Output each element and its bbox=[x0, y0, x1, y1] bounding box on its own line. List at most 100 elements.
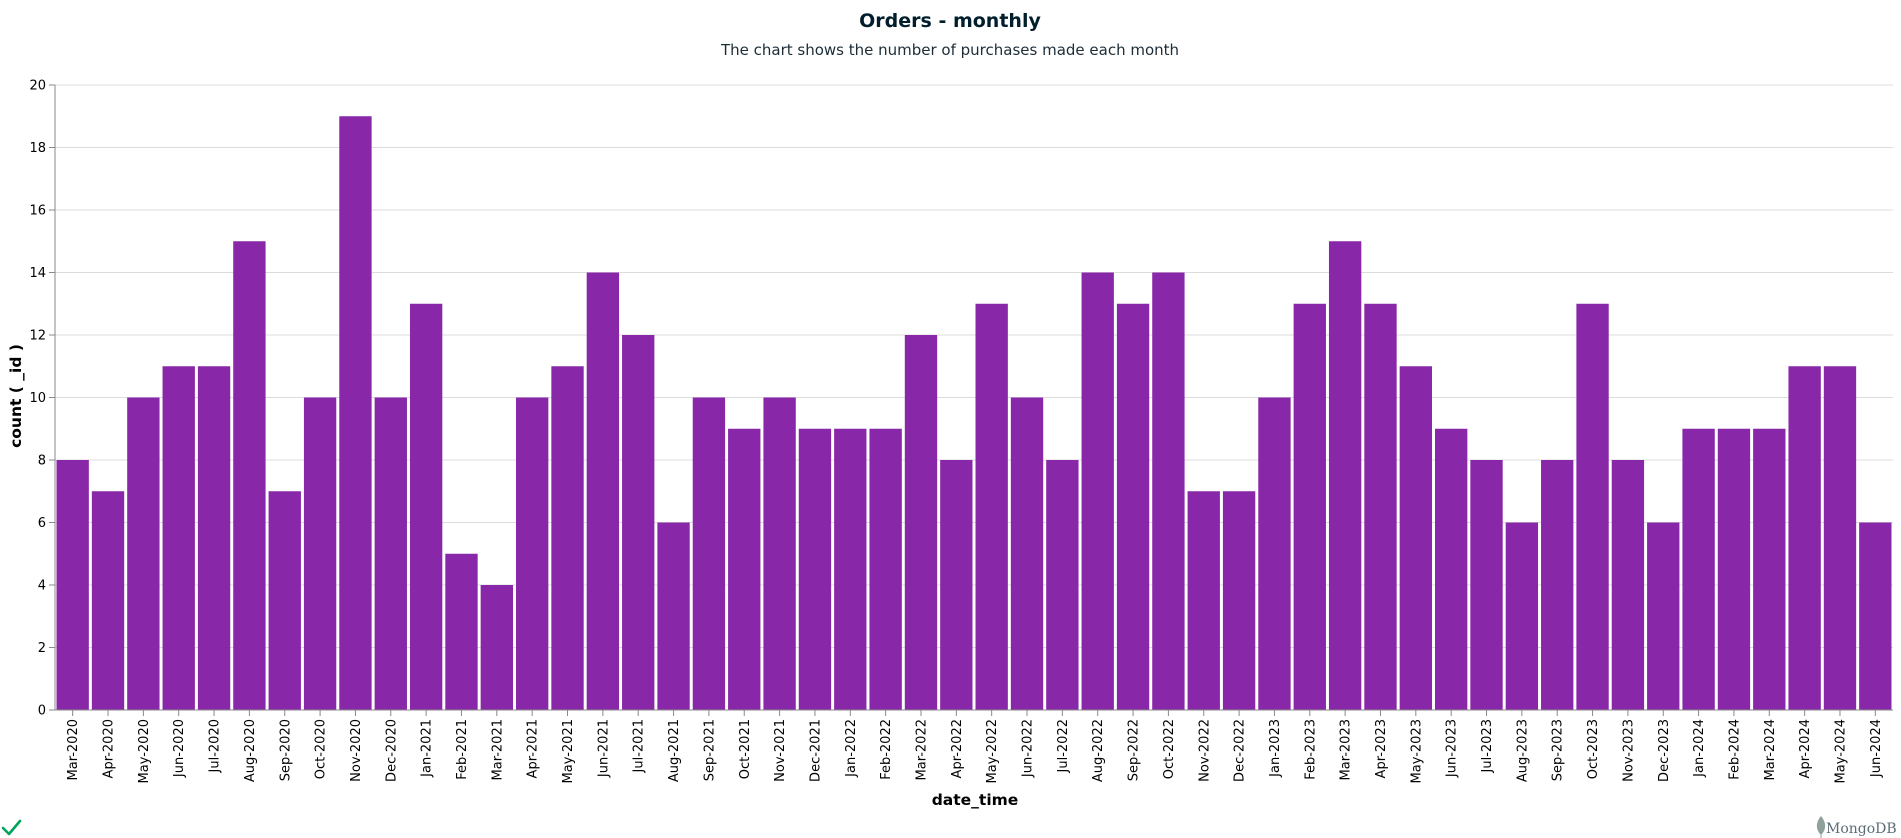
x-tick-label: Apr-2022 bbox=[950, 719, 965, 778]
x-tick-label: Feb-2021 bbox=[455, 719, 470, 780]
y-tick-label: 12 bbox=[29, 329, 46, 344]
x-tick-label: Apr-2021 bbox=[526, 719, 541, 778]
y-tick-label: 20 bbox=[29, 79, 46, 94]
bar-dec-2021[interactable] bbox=[798, 428, 832, 710]
bar-jul-2021[interactable] bbox=[622, 335, 655, 710]
x-tick-label: Jan-2023 bbox=[1268, 719, 1283, 778]
x-tick-label: Apr-2020 bbox=[102, 719, 117, 778]
x-tick-label: Feb-2024 bbox=[1727, 719, 1742, 780]
bar-feb-2022[interactable] bbox=[869, 428, 902, 710]
bar-jan-2022[interactable] bbox=[834, 428, 867, 710]
bar-apr-2020[interactable] bbox=[91, 491, 125, 710]
bar-jul-2020[interactable] bbox=[197, 366, 231, 710]
bar-aug-2022[interactable] bbox=[1081, 272, 1114, 711]
x-tick-label: Mar-2024 bbox=[1763, 719, 1778, 780]
y-tick-label: 14 bbox=[29, 266, 46, 281]
x-tick-label: Dec-2021 bbox=[808, 719, 823, 782]
y-tick-label: 16 bbox=[29, 204, 46, 219]
check-icon bbox=[1, 819, 22, 836]
bar-sep-2023[interactable] bbox=[1541, 460, 1574, 710]
bar-aug-2023[interactable] bbox=[1505, 522, 1539, 711]
x-tick-label: Dec-2020 bbox=[384, 719, 399, 782]
bars bbox=[56, 116, 1892, 711]
bar-may-2021[interactable] bbox=[551, 366, 584, 710]
bar-oct-2022[interactable] bbox=[1152, 272, 1185, 711]
bar-may-2023[interactable] bbox=[1399, 366, 1432, 710]
y-tick-label: 6 bbox=[38, 516, 46, 531]
x-tick-label: Nov-2023 bbox=[1621, 719, 1636, 782]
bar-jan-2024[interactable] bbox=[1682, 428, 1715, 710]
bar-sep-2022[interactable] bbox=[1116, 303, 1150, 710]
bar-feb-2021[interactable] bbox=[445, 553, 478, 710]
x-tick-label: Nov-2021 bbox=[773, 719, 788, 782]
x-tick-label: Mar-2020 bbox=[66, 719, 81, 780]
bar-aug-2020[interactable] bbox=[233, 241, 266, 710]
bar-feb-2023[interactable] bbox=[1293, 303, 1326, 710]
x-tick-label: Sep-2023 bbox=[1551, 719, 1566, 781]
x-tick-label: May-2022 bbox=[985, 719, 1000, 783]
x-tick-label: Sep-2021 bbox=[702, 719, 717, 781]
bar-apr-2024[interactable] bbox=[1788, 366, 1821, 710]
bar-dec-2022[interactable] bbox=[1222, 491, 1256, 710]
x-tick-label: Jun-2022 bbox=[1021, 719, 1036, 778]
x-tick-label: Apr-2023 bbox=[1374, 719, 1389, 778]
x-tick-label: Aug-2020 bbox=[243, 719, 258, 782]
x-tick-label: Dec-2022 bbox=[1233, 719, 1248, 782]
x-tick-label: Jun-2024 bbox=[1869, 719, 1884, 778]
bar-jun-2023[interactable] bbox=[1435, 428, 1468, 710]
bar-apr-2021[interactable] bbox=[516, 397, 549, 711]
x-tick-label: Nov-2022 bbox=[1197, 719, 1212, 782]
bar-jun-2024[interactable] bbox=[1859, 522, 1892, 711]
bar-may-2022[interactable] bbox=[975, 303, 1008, 710]
x-tick-label: Oct-2020 bbox=[314, 719, 329, 779]
x-tick-label: Jul-2022 bbox=[1056, 719, 1071, 773]
bar-mar-2024[interactable] bbox=[1753, 428, 1786, 710]
bar-aug-2021[interactable] bbox=[657, 522, 690, 711]
bar-jul-2023[interactable] bbox=[1470, 460, 1503, 710]
bar-mar-2021[interactable] bbox=[480, 585, 513, 710]
bar-oct-2023[interactable] bbox=[1576, 303, 1609, 710]
x-tick-label: May-2020 bbox=[137, 719, 152, 783]
bar-sep-2020[interactable] bbox=[268, 491, 301, 710]
bar-nov-2020[interactable] bbox=[339, 116, 372, 710]
bar-nov-2021[interactable] bbox=[763, 397, 796, 711]
bar-sep-2021[interactable] bbox=[692, 397, 726, 711]
x-tick-label: Aug-2023 bbox=[1515, 719, 1530, 782]
bar-dec-2023[interactable] bbox=[1647, 522, 1680, 711]
x-tick-label: Jan-2021 bbox=[420, 719, 435, 778]
bar-oct-2020[interactable] bbox=[303, 397, 337, 711]
bar-may-2020[interactable] bbox=[127, 397, 160, 711]
x-tick-label: Jul-2023 bbox=[1480, 719, 1495, 773]
x-tick-label: May-2021 bbox=[561, 719, 576, 783]
bar-oct-2021[interactable] bbox=[728, 428, 761, 710]
x-tick-label: May-2023 bbox=[1409, 719, 1424, 783]
x-tick-label: Apr-2024 bbox=[1798, 719, 1813, 778]
bar-nov-2023[interactable] bbox=[1611, 460, 1645, 710]
x-tick-label: Jun-2020 bbox=[172, 719, 187, 778]
y-tick-label: 10 bbox=[29, 391, 46, 406]
bar-feb-2024[interactable] bbox=[1717, 428, 1751, 710]
bar-jan-2023[interactable] bbox=[1258, 397, 1291, 711]
x-tick-label: Aug-2022 bbox=[1091, 719, 1106, 782]
bar-nov-2022[interactable] bbox=[1187, 491, 1220, 710]
bar-apr-2023[interactable] bbox=[1364, 303, 1397, 710]
chart-subtitle: The chart shows the number of purchases … bbox=[720, 41, 1179, 59]
x-tick-label: Mar-2023 bbox=[1339, 719, 1354, 780]
bar-jan-2021[interactable] bbox=[409, 303, 443, 710]
bar-jul-2022[interactable] bbox=[1046, 460, 1079, 710]
bar-mar-2020[interactable] bbox=[56, 460, 89, 710]
bar-mar-2023[interactable] bbox=[1328, 241, 1362, 710]
x-axis-title: date_time bbox=[932, 791, 1019, 809]
bar-jun-2022[interactable] bbox=[1010, 397, 1044, 711]
bar-mar-2022[interactable] bbox=[904, 335, 938, 710]
bar-apr-2022[interactable] bbox=[940, 460, 973, 710]
x-tick-label: Jun-2023 bbox=[1445, 719, 1460, 778]
x-tick-label: Sep-2022 bbox=[1127, 719, 1142, 781]
x-tick-label: Mar-2021 bbox=[490, 719, 505, 780]
bar-jun-2021[interactable] bbox=[586, 272, 620, 711]
bar-jun-2020[interactable] bbox=[162, 366, 195, 710]
bar-may-2024[interactable] bbox=[1823, 366, 1857, 710]
bar-dec-2020[interactable] bbox=[374, 397, 407, 711]
x-tick-label: Nov-2020 bbox=[349, 719, 364, 782]
